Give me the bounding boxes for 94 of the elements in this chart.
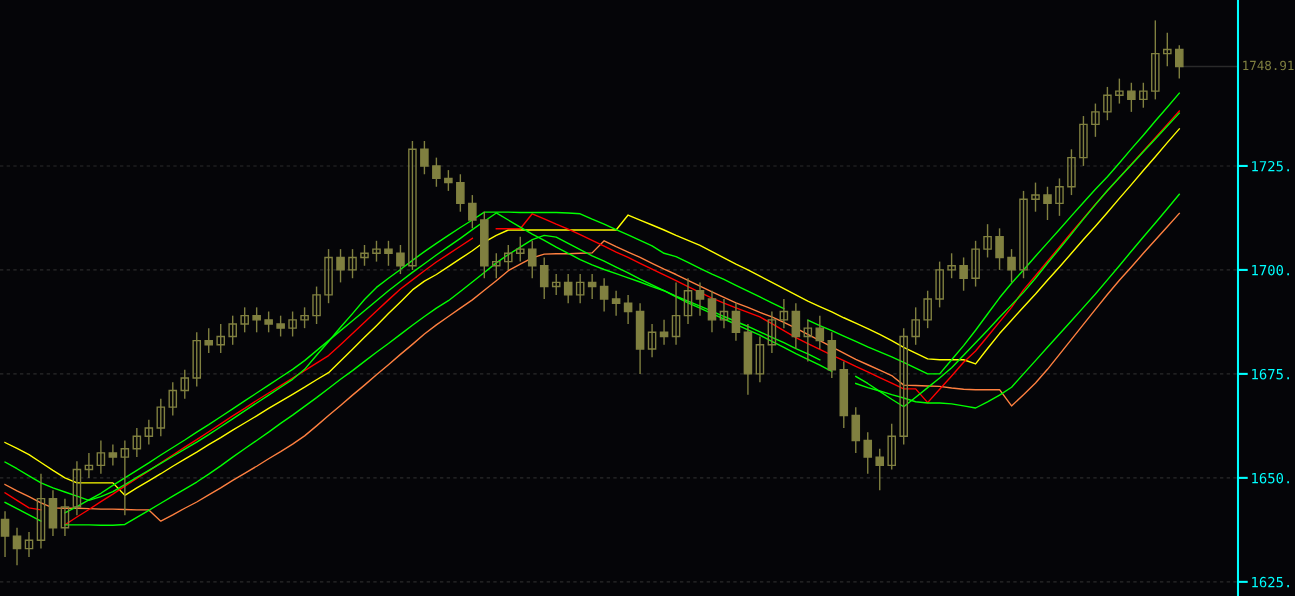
- candlestick: [336, 248, 345, 284]
- candlestick: [264, 310, 273, 334]
- candlestick: [24, 531, 34, 558]
- candlestick: [168, 381, 178, 417]
- candlestick: [515, 235, 525, 263]
- candlestick: [0, 510, 10, 558]
- candlestick: [60, 497, 70, 537]
- candlestick: [527, 240, 537, 279]
- candlestick: [276, 314, 285, 338]
- candlestick: [180, 369, 190, 400]
- candlestick: [1043, 186, 1052, 221]
- candlestick: [983, 223, 992, 259]
- candlestick: [384, 240, 393, 267]
- candlestick: [611, 290, 621, 317]
- candlestick: [1091, 102, 1100, 138]
- candlestick: [312, 285, 321, 325]
- candlestick: [1151, 19, 1160, 101]
- candlestick: [1115, 77, 1124, 105]
- candlestick: [228, 314, 237, 346]
- y-tick-label: 1675.: [1252, 368, 1289, 380]
- candlestick: [144, 418, 154, 446]
- candlestick: [539, 256, 549, 300]
- candlestick: [300, 306, 309, 329]
- candlestick: [803, 319, 813, 363]
- candlestick: [372, 240, 381, 263]
- candlestick: [575, 273, 585, 304]
- candlestick: [288, 310, 297, 338]
- candlestick: [108, 443, 118, 467]
- candlestick: [456, 173, 465, 213]
- ref-line-label: 1748.91: [1243, 60, 1294, 71]
- candlestick: [396, 244, 405, 275]
- candlestick: [1031, 181, 1040, 213]
- candlestick: [120, 439, 130, 517]
- candlestick: [192, 331, 202, 388]
- candlestick: [1163, 32, 1172, 67]
- candlestick: [1174, 44, 1184, 80]
- candlestick: [779, 298, 789, 329]
- candlestick: [156, 398, 166, 437]
- candlestick: [707, 290, 717, 334]
- candlestick: [647, 323, 657, 358]
- candlestick: [324, 248, 333, 304]
- candlestick: [204, 327, 214, 354]
- candlestick: [959, 256, 968, 292]
- candlestick: [1103, 86, 1112, 121]
- candlestick: [719, 298, 729, 329]
- candlestick: [1079, 115, 1088, 167]
- candlestick: [360, 244, 369, 267]
- candlestick: [815, 314, 825, 350]
- candlestick: [408, 140, 417, 271]
- y-tick-label: 1625.: [1252, 576, 1289, 588]
- candlestick: [899, 327, 908, 446]
- candlestick: [875, 448, 885, 492]
- candlestick: [551, 273, 561, 296]
- candlestick: [132, 427, 142, 458]
- candlestick: [995, 227, 1004, 271]
- candlestick: [1127, 82, 1136, 113]
- candlestick: [36, 473, 46, 550]
- candlestick: [947, 252, 956, 279]
- candlestick: [923, 290, 932, 329]
- candlestick: [1019, 190, 1028, 279]
- candlestick: [683, 277, 693, 325]
- candlestick: [1067, 148, 1076, 196]
- candlestick: [432, 156, 441, 188]
- candlestick: [767, 310, 777, 354]
- candlestick: [695, 281, 705, 317]
- candlestick: [971, 240, 980, 288]
- candlestick: [671, 281, 681, 346]
- candlestick: [1007, 248, 1016, 284]
- candlestick: [12, 527, 22, 566]
- candlestick: [1139, 82, 1148, 109]
- candlestick: [216, 323, 226, 354]
- candlestick: [599, 277, 609, 313]
- candlestick: [444, 169, 453, 192]
- candlestick: [468, 194, 477, 230]
- y-tick-label: 1650.: [1252, 472, 1289, 484]
- candlestick: [563, 273, 573, 304]
- y-tick-label: 1725.: [1252, 160, 1289, 172]
- y-tick-label: 1700.: [1252, 264, 1289, 276]
- candlestick: [911, 306, 920, 346]
- candlestick: [503, 244, 513, 271]
- candlestick: [863, 431, 873, 475]
- candlestick: [935, 260, 944, 309]
- candlestick: [72, 460, 82, 517]
- candlestick: [731, 302, 741, 342]
- candlestick: [348, 248, 357, 279]
- candlestick: [96, 439, 106, 475]
- candlestick: [755, 335, 765, 383]
- candlestick: [492, 252, 501, 279]
- candlestick: [887, 423, 897, 471]
- candlestick: [1055, 177, 1064, 217]
- candlestick: [84, 452, 94, 479]
- candlestick: [252, 306, 261, 334]
- candlestick: [240, 306, 249, 334]
- candlestick: [420, 140, 429, 175]
